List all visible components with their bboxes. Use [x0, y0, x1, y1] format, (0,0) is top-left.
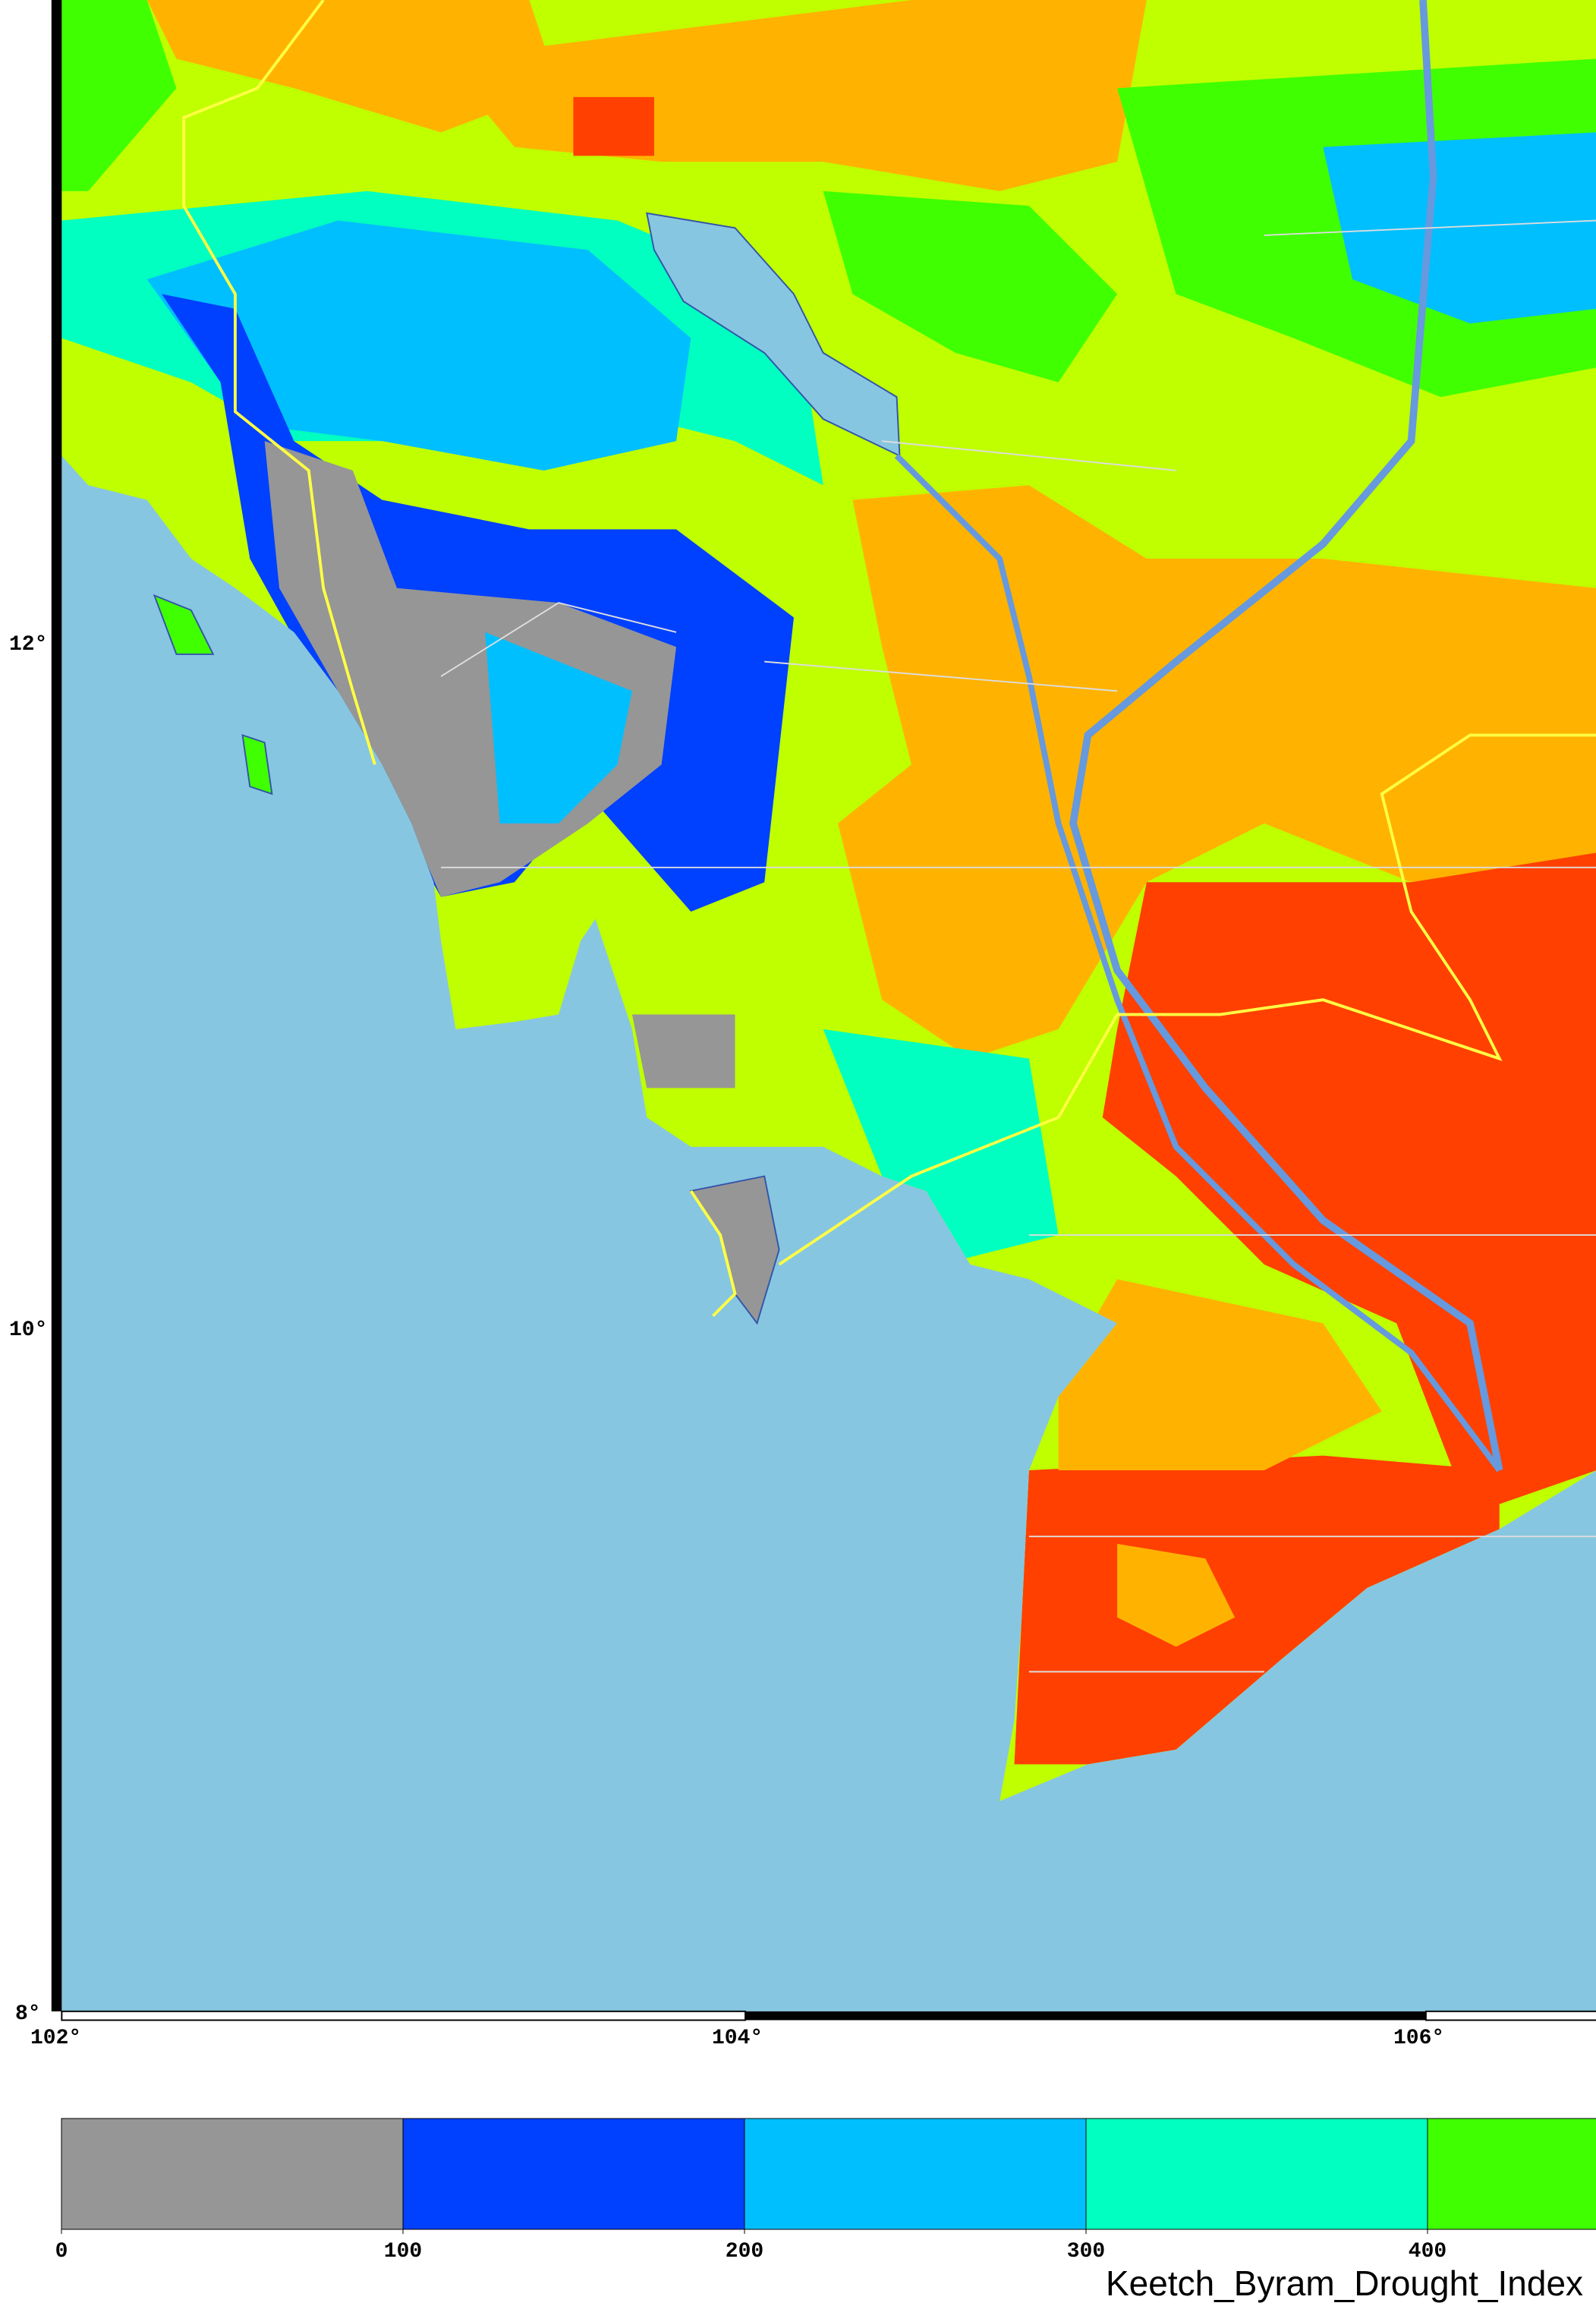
colorbar-tick-label: 100: [384, 2240, 422, 2263]
lat-label: 8°: [15, 2002, 41, 2026]
lat-label: 10°: [9, 1318, 47, 1342]
river: [1069, 0, 1503, 1471]
frame-bottom: [745, 2011, 1426, 2021]
river: [894, 453, 1502, 1473]
colorbar-segment: [1085, 2118, 1428, 2230]
lat-label: 12°: [9, 633, 47, 657]
province-line: [440, 219, 1596, 1673]
colorbar-segment: [61, 2118, 404, 2230]
colorbar-segment: [402, 2118, 745, 2230]
colorbar-tick-label: 300: [1067, 2240, 1105, 2263]
colorbar: 0 100 200 300 400: [55, 2118, 1596, 2263]
island: [153, 594, 215, 655]
island: [241, 734, 273, 795]
lon-label: 102°: [30, 2027, 81, 2050]
frame-bottom: [61, 2010, 747, 2021]
colorbar-tick-label: 200: [726, 2240, 763, 2263]
frame-bottom: [1424, 2010, 1596, 2021]
frame-left: [51, 0, 62, 2011]
colorbar-label: Keetch_Byram_Drought_Index: [1106, 2263, 1583, 2303]
colorbar-segment: [1427, 2118, 1596, 2230]
colorbar-segment: [744, 2118, 1087, 2230]
border: [182, 0, 1596, 1317]
lon-label: 106°: [1393, 2027, 1444, 2050]
colorbar-tick-label: 400: [1409, 2240, 1446, 2263]
drought-raster: [61, 0, 1596, 1801]
lon-label: 104°: [712, 2027, 763, 2050]
colorbar-tick-label: 0: [55, 2240, 68, 2263]
map: [51, 0, 1596, 2021]
